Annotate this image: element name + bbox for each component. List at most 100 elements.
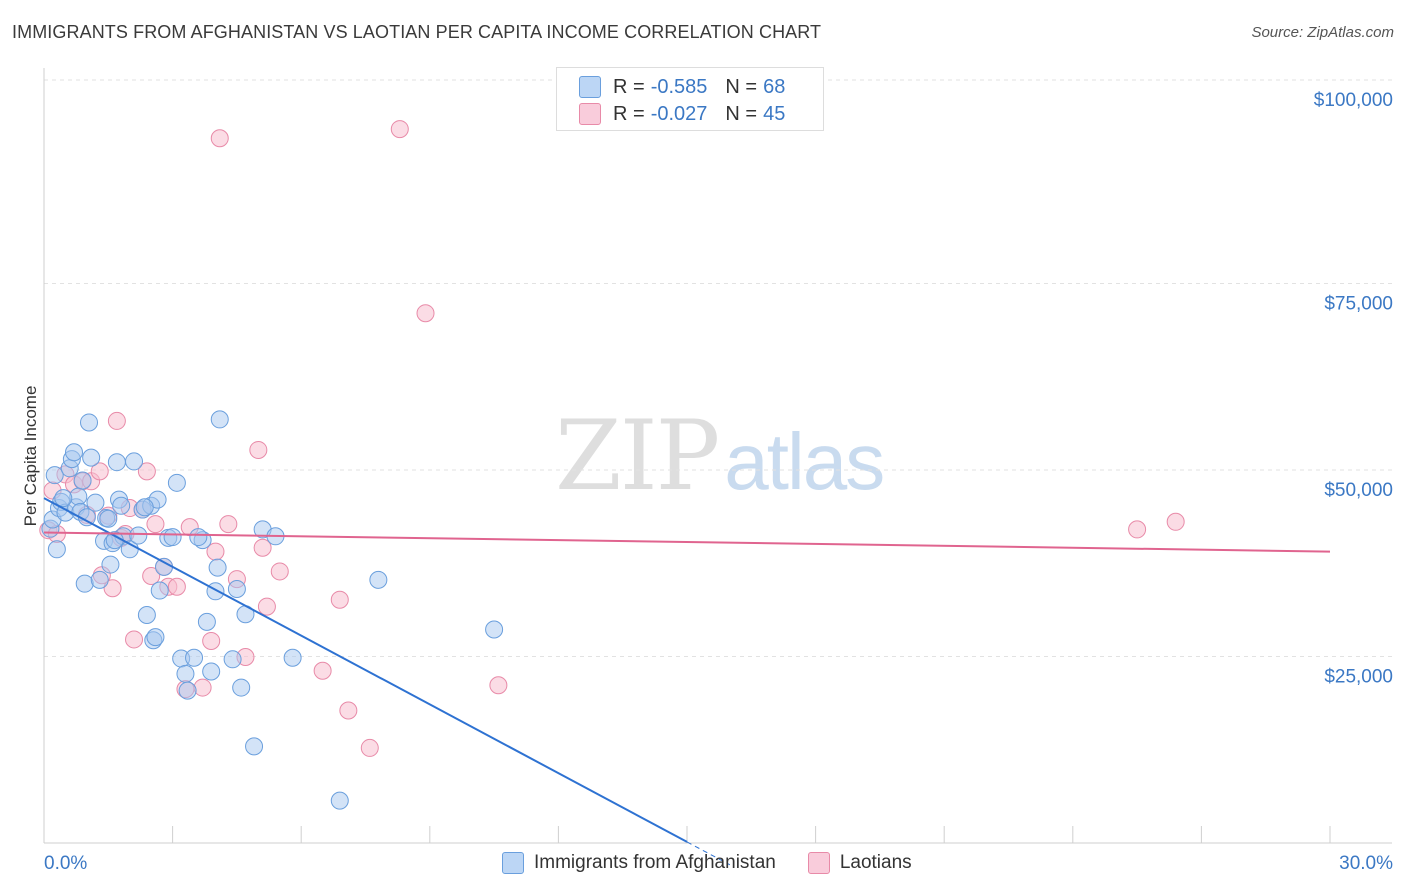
laotians-point <box>1128 520 1147 539</box>
chart-title: IMMIGRANTS FROM AFGHANISTAN VS LAOTIAN P… <box>12 22 822 42</box>
legend-row-laotians: R = -0.027 N = 45 <box>579 101 785 127</box>
legend-n-value: 45 <box>763 102 786 125</box>
afghanistan-point <box>223 650 242 669</box>
legend-r-label: R = <box>613 102 645 125</box>
afghanistan-point <box>86 493 105 512</box>
afghanistan-point <box>163 528 182 547</box>
laotians-point <box>360 738 379 757</box>
afghanistan-point <box>69 487 88 506</box>
y-tick-label: $100,000 <box>1314 90 1393 111</box>
y-axis-label: Per Capita Income <box>21 386 40 527</box>
laotians-point <box>193 678 212 697</box>
legend-swatch-pink <box>579 103 601 125</box>
afghanistan-point <box>47 540 66 559</box>
legend-item-afghanistan[interactable]: Immigrants from Afghanistan <box>502 852 776 874</box>
laotians-point <box>167 577 186 596</box>
legend-swatch-pink <box>807 852 830 874</box>
afghanistan-point <box>90 570 109 589</box>
legend-r-label: R = <box>613 75 645 98</box>
afghanistan-point <box>150 581 169 600</box>
laotians-point <box>270 562 289 581</box>
laotians-point <box>257 597 276 616</box>
laotians-point <box>125 630 144 649</box>
laotians-point <box>249 440 268 459</box>
laotians-point <box>146 515 165 534</box>
afghanistan-point <box>54 489 73 508</box>
legend-swatch-blue <box>579 76 601 98</box>
afghanistan-point <box>227 580 246 599</box>
afghanistan-point <box>202 662 221 681</box>
afghanistan-point <box>112 496 131 515</box>
afghanistan-points <box>41 410 504 810</box>
legend-row-afghanistan: R = -0.585 N = 68 <box>579 74 785 100</box>
legend-label-afghanistan: Immigrants from Afghanistan <box>534 852 776 873</box>
legend-label-laotians: Laotians <box>839 852 912 873</box>
afghanistan-point <box>101 555 120 574</box>
afghanistan-point <box>99 509 118 528</box>
legend-r-value: -0.585 <box>650 75 708 98</box>
correlation-legend: R = -0.585 N = 68 R = -0.027 N = 45 <box>556 67 824 131</box>
y-tick-labels: $25,000 $50,000 $75,000 $100,000 <box>1314 90 1393 688</box>
axes <box>43 68 1392 844</box>
laotians-point <box>390 120 409 139</box>
laotians-point <box>202 631 221 650</box>
afghanistan-point <box>176 664 195 683</box>
afghanistan-point <box>245 737 264 756</box>
afghanistan-point <box>369 570 388 589</box>
afghanistan-point <box>197 612 216 631</box>
laotians-point <box>313 661 332 680</box>
laotians-points <box>39 120 1185 757</box>
afghanistan-point <box>210 410 229 429</box>
laotians-point <box>90 462 109 481</box>
laotians-point <box>137 462 156 481</box>
laotians-point <box>103 579 122 598</box>
afghanistan-point <box>185 648 204 667</box>
gridlines <box>44 79 1392 657</box>
trend-lines <box>43 497 1331 866</box>
legend-r-value: -0.027 <box>650 102 708 125</box>
y-tick-label: $75,000 <box>1324 294 1393 315</box>
afghanistan-point <box>45 466 64 485</box>
afghanistan-point <box>330 791 349 810</box>
x-tick-labels: 0.0% 30.0% <box>44 853 1393 874</box>
afghanistan-point <box>137 605 156 624</box>
y-tick-label: $25,000 <box>1324 667 1393 688</box>
laotians-point <box>253 538 272 557</box>
afghanistan-point <box>178 681 197 700</box>
laotians-trend-line <box>43 531 1331 553</box>
laotians-point <box>489 676 508 695</box>
afghanistan-point <box>206 582 225 601</box>
legend-n-value: 68 <box>763 75 786 98</box>
afghanistan-point <box>80 413 99 432</box>
laotians-point <box>339 701 358 720</box>
legend-swatch-blue <box>502 852 524 874</box>
laotians-point <box>142 567 161 586</box>
afghanistan-point <box>167 473 186 492</box>
afghanistan-point <box>129 526 148 545</box>
legend-item-laotians[interactable]: Laotians <box>807 852 912 874</box>
afghanistan-point <box>125 452 144 471</box>
legend-n-label: N = <box>725 75 758 98</box>
afghanistan-point <box>73 471 92 490</box>
watermark-zip: ZIP <box>555 400 720 512</box>
laotians-point <box>210 129 229 148</box>
watermark-atlas: atlas <box>724 417 885 506</box>
afghanistan-point <box>135 498 154 517</box>
x-tick-label: 0.0% <box>44 853 87 874</box>
afghanistan-point <box>208 558 227 577</box>
afghanistan-point <box>283 648 302 667</box>
x-tick-label: 30.0% <box>1339 853 1393 874</box>
afghanistan-point <box>75 574 94 593</box>
afghanistan-point <box>155 557 174 576</box>
laotians-point <box>416 304 435 323</box>
afghanistan-point <box>82 448 101 467</box>
laotians-point <box>330 590 349 609</box>
afghanistan-trend-extension <box>686 841 731 866</box>
afghanistan-trend-line <box>43 497 688 843</box>
afghanistan-point <box>485 620 504 639</box>
laotians-point <box>1166 512 1185 531</box>
y-tick-label: $50,000 <box>1324 480 1393 501</box>
legend-n-label: N = <box>725 102 758 125</box>
series-legend: Immigrants from Afghanistan Laotians <box>502 852 944 874</box>
